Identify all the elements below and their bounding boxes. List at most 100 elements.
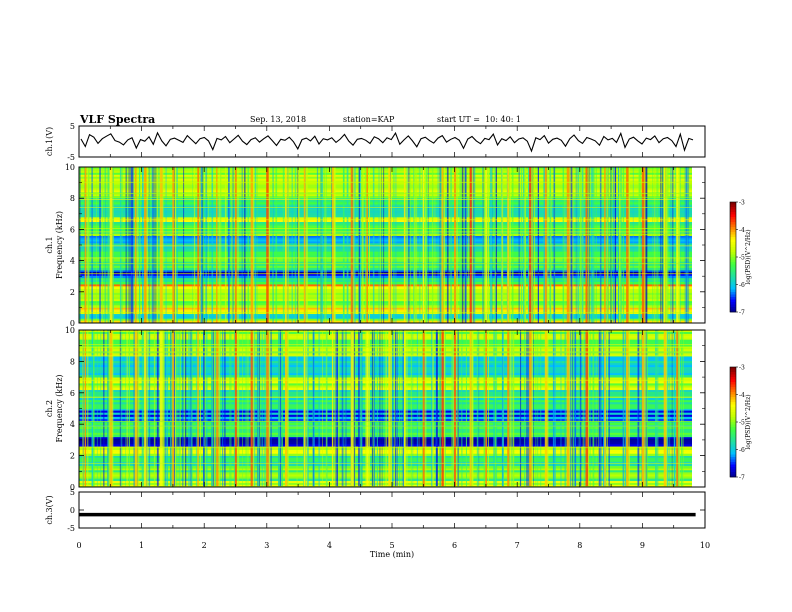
colorbar-swatch (730, 412, 736, 415)
spectral-band (79, 241, 692, 244)
noise-streak (165, 167, 167, 323)
noise-streak (206, 330, 208, 487)
noise-streak (393, 167, 395, 323)
sferic-burst-edge (306, 167, 308, 323)
noise-streak (667, 167, 669, 323)
noise-streak (622, 330, 625, 487)
noise-streak (398, 330, 400, 487)
noise-streak (376, 330, 378, 487)
noise-streak (431, 330, 433, 487)
start-time-readout: start UT = 10: 40: 1 (437, 115, 521, 124)
sferic-burst (422, 330, 425, 487)
noise-streak (169, 330, 171, 487)
sferic-burst-edge (588, 167, 590, 323)
colorbar-swatch (730, 227, 736, 230)
noise-streak (125, 330, 126, 487)
noise-streak (101, 167, 104, 323)
noise-streak (373, 330, 375, 487)
sferic-burst-edge (678, 330, 680, 487)
sferic-burst-edge (369, 330, 370, 487)
noise-streak (476, 330, 479, 487)
sferic-burst-edge (444, 167, 446, 323)
noise-streak (543, 167, 545, 323)
spectral-band (79, 229, 692, 233)
spectrogram-image-2 (79, 330, 705, 488)
noise-streak (446, 167, 449, 323)
noise-streak (595, 330, 597, 487)
station-name: KAP (377, 115, 395, 124)
noise-streak (362, 167, 364, 323)
x-tick-label: 2 (202, 541, 207, 550)
tone-line (79, 351, 692, 353)
noise-streak (511, 167, 514, 323)
spectral-band (79, 279, 692, 283)
noise-streak (296, 330, 298, 487)
colorbar-swatch (730, 399, 736, 403)
colorbar-swatch (730, 259, 736, 263)
sferic-burst (507, 330, 510, 487)
noise-streak (632, 167, 634, 323)
noise-streak (178, 330, 180, 487)
spectrogram-image-1 (79, 167, 705, 324)
noise-streak (91, 167, 93, 323)
noise-streak (583, 330, 586, 487)
noise-streak (483, 330, 486, 487)
sferic-burst-edge (268, 330, 270, 487)
noise-streak (336, 330, 338, 487)
noise-streak (416, 330, 418, 487)
spectral-band (79, 170, 692, 174)
noise-streak (324, 167, 327, 323)
y-axis-label: Frequency (kHz) (55, 374, 64, 442)
spectral-band (79, 307, 692, 310)
noise-streak (459, 167, 461, 323)
spectral-band (79, 194, 692, 197)
colorbar-tick-label: -4 (739, 392, 745, 399)
colorbar-swatch (730, 474, 736, 478)
noise-streak (537, 167, 539, 323)
noise-streak (312, 330, 314, 487)
noise-streak (482, 167, 484, 323)
sferic-burst (663, 330, 667, 487)
sferic-burst-edge (162, 330, 164, 487)
noise-streak (592, 330, 594, 487)
spectral-band (79, 176, 692, 180)
noise-streak (492, 167, 493, 323)
y-tick-label: 0 (70, 506, 75, 515)
sferic-burst-edge (199, 330, 201, 487)
noise-streak (214, 330, 217, 487)
y-tick-label: 4 (70, 257, 75, 266)
station-label: station= (343, 115, 378, 124)
y-tick-label: 8 (70, 194, 75, 203)
tone-line (79, 228, 692, 229)
no-data-gap (692, 167, 705, 323)
noise-streak (598, 330, 601, 487)
x-tick-label: 3 (264, 541, 269, 550)
colorbar-swatch (730, 252, 736, 255)
noise-streak (142, 167, 144, 323)
y-tick-label: -5 (67, 524, 75, 533)
noise-streak (511, 330, 513, 487)
noise-streak (458, 330, 460, 487)
sferic-burst (676, 167, 679, 323)
noise-streak (589, 330, 591, 487)
noise-streak (153, 167, 155, 323)
noise-streak (600, 330, 602, 487)
noise-streak (167, 330, 169, 487)
noise-streak (418, 330, 420, 487)
noise-streak (637, 330, 640, 487)
y-tick-label: 5 (70, 122, 75, 131)
noise-streak (494, 167, 496, 323)
sferic-burst-edge (253, 330, 255, 487)
noise-streak (130, 167, 132, 323)
colorbar-swatch (730, 202, 736, 205)
noise-streak (242, 330, 243, 487)
y-tick-label: 6 (70, 225, 75, 234)
noise-streak (683, 330, 684, 487)
sferic-burst (388, 167, 391, 323)
sferic-burst (172, 167, 175, 323)
noise-streak (152, 167, 153, 323)
sferic-burst (566, 167, 570, 323)
colorbar-swatch (730, 277, 736, 280)
noise-streak (592, 167, 594, 323)
sferic-burst (403, 330, 406, 487)
